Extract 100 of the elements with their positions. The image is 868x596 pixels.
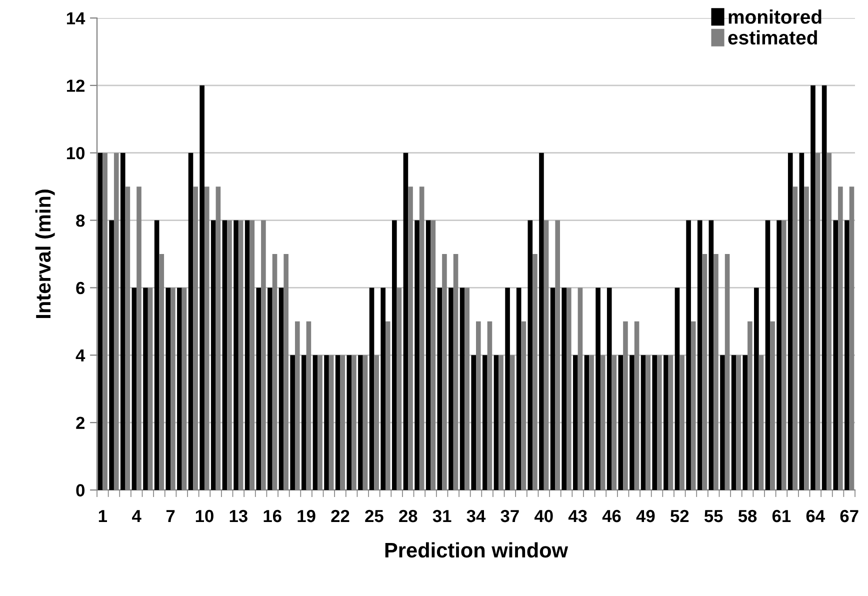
bar — [210, 220, 216, 490]
bar — [358, 355, 363, 490]
bar — [810, 85, 816, 490]
bar — [268, 288, 272, 490]
bar — [460, 288, 465, 490]
bar — [776, 220, 782, 490]
bar — [188, 152, 194, 490]
bar — [742, 355, 748, 490]
bar — [132, 288, 137, 490]
x-tick-label: 31 — [432, 510, 452, 522]
bar — [606, 288, 612, 490]
y-tick-label: 0 — [76, 484, 84, 496]
x-tick-label: 37 — [500, 510, 519, 522]
bar — [528, 220, 533, 490]
bar — [256, 288, 262, 490]
bar — [222, 220, 228, 490]
bar — [618, 355, 624, 490]
bar — [290, 355, 295, 490]
bar — [674, 288, 680, 490]
bar — [369, 288, 374, 490]
bar — [731, 355, 736, 490]
bar — [516, 288, 522, 490]
bar — [754, 288, 759, 490]
bar — [494, 355, 499, 490]
bar — [200, 85, 204, 490]
bar — [550, 288, 556, 490]
bar — [437, 288, 442, 490]
bar — [301, 355, 306, 490]
bar — [392, 220, 397, 490]
bar — [426, 220, 431, 490]
x-tick-label: 16 — [264, 510, 282, 522]
bar — [166, 288, 171, 490]
y-tick-label: 10 — [66, 147, 84, 160]
x-tick-label: 55 — [704, 510, 723, 522]
bar — [177, 288, 182, 490]
bar — [686, 220, 691, 490]
x-tick-label: 58 — [738, 510, 757, 522]
bar — [652, 355, 658, 490]
x-tick-label: 4 — [132, 510, 142, 522]
bar — [720, 355, 725, 490]
y-tick-label: 8 — [76, 214, 85, 227]
bar — [98, 152, 103, 490]
x-tick-label: 19 — [298, 510, 316, 522]
bar — [573, 355, 578, 490]
bar — [234, 220, 238, 490]
x-tick-label: 46 — [602, 510, 621, 522]
x-tick-label: 52 — [670, 510, 689, 522]
y-tick-label: 4 — [76, 349, 86, 362]
y-tick-label: 6 — [76, 282, 85, 294]
bar — [335, 355, 340, 490]
x-tick-label: 25 — [365, 510, 384, 522]
x-tick-label: 13 — [230, 510, 248, 522]
x-tick-label: 64 — [806, 510, 825, 522]
bar — [596, 288, 600, 490]
bar — [697, 220, 702, 490]
bar — [403, 152, 408, 490]
x-tick-label: 1 — [98, 510, 107, 522]
bar — [822, 85, 827, 490]
bar — [312, 355, 318, 490]
bar — [833, 220, 838, 490]
bar — [482, 355, 488, 490]
bar — [788, 152, 793, 490]
bar — [143, 288, 148, 490]
bar — [448, 288, 454, 490]
x-tick-label: 43 — [568, 510, 587, 522]
bar — [154, 220, 160, 490]
bar — [844, 220, 850, 490]
x-tick-label: 61 — [772, 510, 791, 522]
y-axis-title: Interval (min) — [35, 190, 55, 318]
bar — [708, 220, 714, 490]
y-tick-label: 14 — [66, 12, 86, 24]
x-tick-label: 22 — [331, 510, 350, 522]
bar — [244, 220, 250, 490]
x-tick-label: 10 — [196, 510, 214, 522]
bar — [664, 355, 668, 490]
x-tick-label: 28 — [399, 510, 418, 522]
x-tick-label: 7 — [166, 510, 175, 522]
bar — [630, 355, 634, 490]
x-tick-label: 40 — [534, 510, 553, 522]
bar — [380, 288, 386, 490]
bar — [799, 152, 804, 490]
x-tick-label: 67 — [840, 510, 858, 522]
legend-label: estimated — [728, 30, 817, 45]
bar — [346, 355, 352, 490]
bar — [471, 355, 476, 490]
bar — [120, 152, 126, 490]
bar — [539, 152, 544, 490]
bar — [505, 288, 510, 490]
bar — [765, 220, 770, 490]
bar — [109, 220, 114, 490]
bar — [278, 288, 284, 490]
y-tick-label: 12 — [66, 80, 84, 92]
bar — [640, 355, 646, 490]
bar — [584, 355, 590, 490]
x-tick-label: 34 — [466, 510, 486, 522]
x-tick-label: 49 — [636, 510, 655, 522]
legend-label: monitored — [728, 10, 822, 24]
bar — [414, 220, 420, 490]
y-tick-label: 2 — [76, 416, 84, 429]
bar — [324, 355, 329, 490]
